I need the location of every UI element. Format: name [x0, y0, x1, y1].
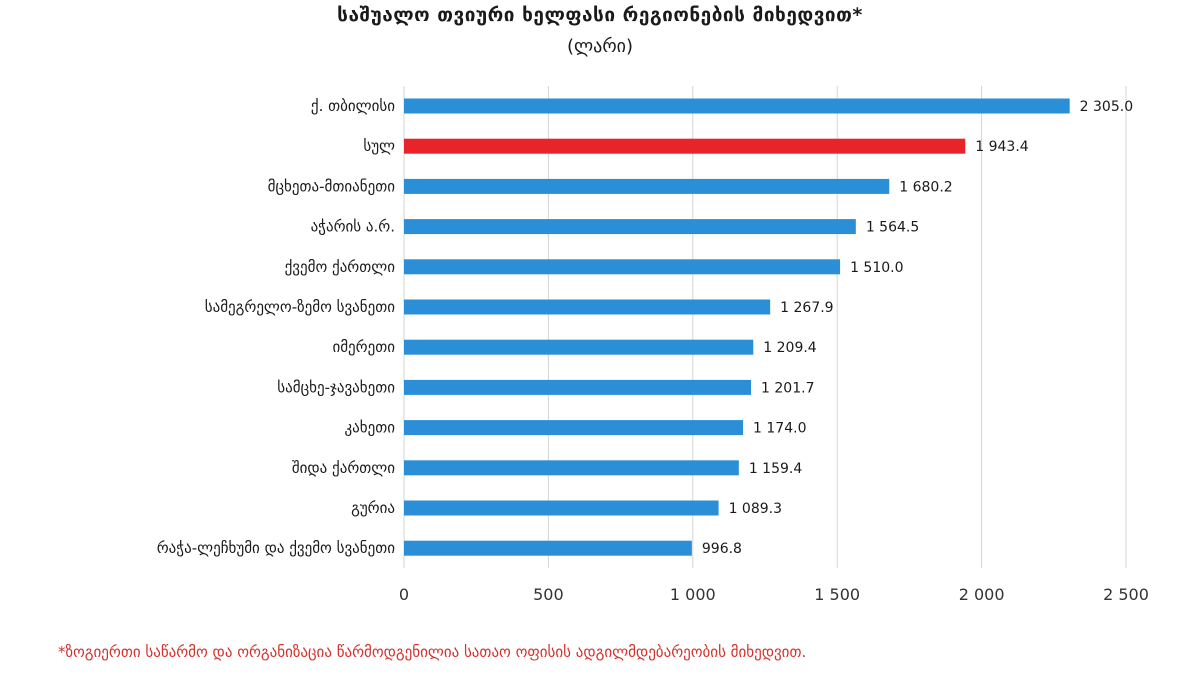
x-tick-label: 1 500 — [814, 585, 860, 604]
data-label: 1 159.4 — [749, 461, 803, 477]
x-tick-label: 0 — [399, 585, 409, 604]
data-label: 1 267.9 — [780, 300, 833, 316]
data-label: 1 174.0 — [753, 421, 806, 437]
category-label: სამეგრელო-ზემო სვანეთი — [205, 298, 395, 316]
bar — [404, 259, 841, 275]
x-tick-label: 500 — [533, 585, 564, 604]
category-label: მცხეთა-მთიანეთი — [268, 177, 396, 195]
bar — [404, 178, 890, 194]
data-label: 1 680.2 — [899, 179, 952, 195]
category-label: შიდა ქართლი — [292, 459, 395, 477]
footnote: *ზოგიერთი საწარმო და ორგანიზაცია წარმოდგ… — [58, 643, 807, 661]
data-label: 1 564.5 — [866, 220, 919, 236]
data-label: 1 201.7 — [761, 380, 814, 396]
category-label: კახეთი — [344, 419, 395, 437]
bar — [404, 219, 856, 235]
bar — [404, 420, 744, 436]
category-label: ქვემო ქართლი — [285, 258, 396, 276]
bar — [404, 339, 754, 355]
x-tick-label: 2 000 — [959, 585, 1005, 604]
bar — [404, 540, 692, 556]
category-label: იმერეთი — [332, 338, 395, 356]
bar — [404, 299, 771, 315]
category-label: სულ — [363, 137, 395, 155]
data-label: 1 943.4 — [975, 139, 1029, 155]
bar — [404, 500, 719, 516]
data-label: 1 209.4 — [763, 340, 817, 356]
x-tick-label: 2 500 — [1103, 585, 1149, 604]
bar — [404, 98, 1070, 114]
chart-title: საშუალო თვიური ხელფასი რეგიონების მიხედვ… — [337, 4, 863, 26]
x-tick-label: 1 000 — [670, 585, 716, 604]
category-label: ქ. თბილისი — [311, 97, 395, 115]
data-label: 2 305.0 — [1080, 99, 1133, 115]
data-label: 996.8 — [702, 541, 742, 557]
bar — [404, 379, 752, 395]
category-label: აჭარის ა.რ. — [311, 218, 395, 236]
data-label: 1 089.3 — [729, 501, 782, 517]
category-label: სამცხე-ჯავახეთი — [277, 378, 395, 396]
category-label: გურია — [351, 499, 395, 517]
bar-highlight — [404, 138, 966, 154]
data-label: 1 510.0 — [850, 260, 903, 276]
bar — [404, 460, 739, 476]
category-label: რაჭა-ლეჩხუმი და ქვემო სვანეთი — [157, 539, 396, 557]
chart-subtitle: (ლარი) — [567, 36, 633, 57]
